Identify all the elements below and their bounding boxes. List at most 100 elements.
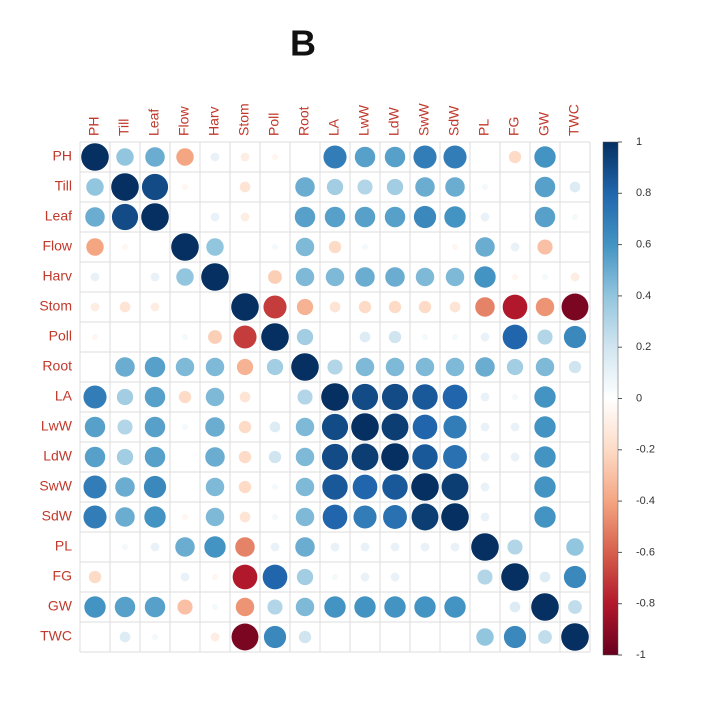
correlation-circle xyxy=(388,330,402,344)
correlation-circle xyxy=(180,572,190,582)
correlation-circle xyxy=(91,333,99,341)
correlation-circle xyxy=(176,268,194,286)
correlation-circle xyxy=(206,238,224,256)
correlation-circle xyxy=(181,423,189,431)
colorbar xyxy=(602,141,619,656)
correlation-circle xyxy=(330,542,340,552)
correlation-circle xyxy=(210,632,220,642)
row-label: Poll xyxy=(49,328,72,344)
colorbar-tick-label: 0.2 xyxy=(636,341,651,353)
correlation-circle xyxy=(449,301,461,313)
colorbar-tick-label: 0.4 xyxy=(636,290,651,302)
correlation-circle xyxy=(358,300,372,314)
correlation-circle xyxy=(471,533,499,561)
correlation-circle xyxy=(418,300,432,314)
correlation-circle xyxy=(176,148,194,166)
correlation-circle xyxy=(355,357,375,377)
correlation-circle xyxy=(324,206,346,228)
correlation-circle xyxy=(534,506,556,528)
correlation-circle xyxy=(352,474,378,500)
correlation-circle xyxy=(239,511,251,523)
correlation-circle xyxy=(480,422,490,432)
correlation-circle xyxy=(88,570,102,584)
correlation-circle xyxy=(451,243,459,251)
correlation-circle xyxy=(442,384,468,410)
correlation-circle xyxy=(537,239,553,255)
correlation-circle xyxy=(480,212,490,222)
correlation-circle xyxy=(144,356,166,378)
correlation-circle xyxy=(568,600,582,614)
correlation-circle xyxy=(443,145,467,169)
correlation-circle xyxy=(535,297,555,317)
correlation-circle xyxy=(480,392,490,402)
row-label: Till xyxy=(55,178,72,194)
correlation-circle xyxy=(205,447,225,467)
correlation-circle xyxy=(119,301,131,313)
correlation-circle xyxy=(295,507,315,527)
correlation-circle xyxy=(329,301,341,313)
correlation-circle xyxy=(537,329,553,345)
correlation-circle xyxy=(115,357,135,377)
correlation-circle xyxy=(510,242,520,252)
correlation-circle xyxy=(296,328,314,346)
correlation-circle xyxy=(121,243,129,251)
correlation-circle xyxy=(117,419,133,435)
column-label: Till xyxy=(116,119,132,136)
correlation-circle xyxy=(353,505,377,529)
correlation-circle xyxy=(271,243,279,251)
correlation-circle xyxy=(383,505,407,529)
row-label: GW xyxy=(48,598,73,614)
correlation-circle xyxy=(509,601,521,613)
correlation-circle xyxy=(477,569,493,585)
correlation-circle xyxy=(271,513,279,521)
correlation-circle xyxy=(502,294,528,320)
correlation-circle xyxy=(268,450,282,464)
correlation-circle xyxy=(83,505,107,529)
correlation-circle xyxy=(354,206,376,228)
column-label: Harv xyxy=(206,106,222,136)
correlation-circle xyxy=(480,332,490,342)
colorbar-tick-label: -0.8 xyxy=(636,598,655,610)
row-label: Harv xyxy=(42,268,72,284)
correlation-circle xyxy=(115,477,135,497)
correlation-circle xyxy=(381,383,409,411)
correlation-circle xyxy=(205,477,225,497)
correlation-circle xyxy=(413,145,437,169)
correlation-circle xyxy=(116,388,134,406)
correlation-circle xyxy=(144,596,166,618)
correlation-circle xyxy=(84,596,106,618)
correlation-circle xyxy=(261,323,289,351)
correlation-circle xyxy=(321,383,349,411)
correlation-circle xyxy=(83,475,107,499)
correlation-circle xyxy=(181,513,189,521)
row-label: Root xyxy=(42,358,72,374)
correlation-circle xyxy=(204,536,226,558)
correlation-circle xyxy=(444,596,466,618)
row-label: TWC xyxy=(40,628,72,644)
correlation-circle xyxy=(175,357,195,377)
correlation-circle xyxy=(271,483,279,491)
correlation-circle xyxy=(211,603,219,611)
row-label: LA xyxy=(55,388,73,404)
column-label: SdW xyxy=(446,105,462,136)
correlation-circle xyxy=(354,596,376,618)
correlation-circle xyxy=(354,146,376,168)
correlation-circle xyxy=(205,387,225,407)
correlation-circle xyxy=(508,150,522,164)
column-label: Poll xyxy=(266,113,282,136)
correlation-circle xyxy=(414,596,436,618)
correlation-circle xyxy=(327,359,343,375)
colorbar-tick-label: -0.6 xyxy=(636,546,655,558)
correlation-circle xyxy=(145,147,165,167)
correlation-circle xyxy=(294,206,316,228)
correlation-circle xyxy=(205,357,225,377)
correlation-circle xyxy=(266,358,284,376)
correlation-circle xyxy=(510,452,520,462)
correlation-circle xyxy=(321,413,349,441)
correlation-circle xyxy=(85,207,105,227)
correlation-circle xyxy=(415,177,435,197)
correlation-circle xyxy=(298,630,312,644)
correlation-circle xyxy=(296,568,314,586)
